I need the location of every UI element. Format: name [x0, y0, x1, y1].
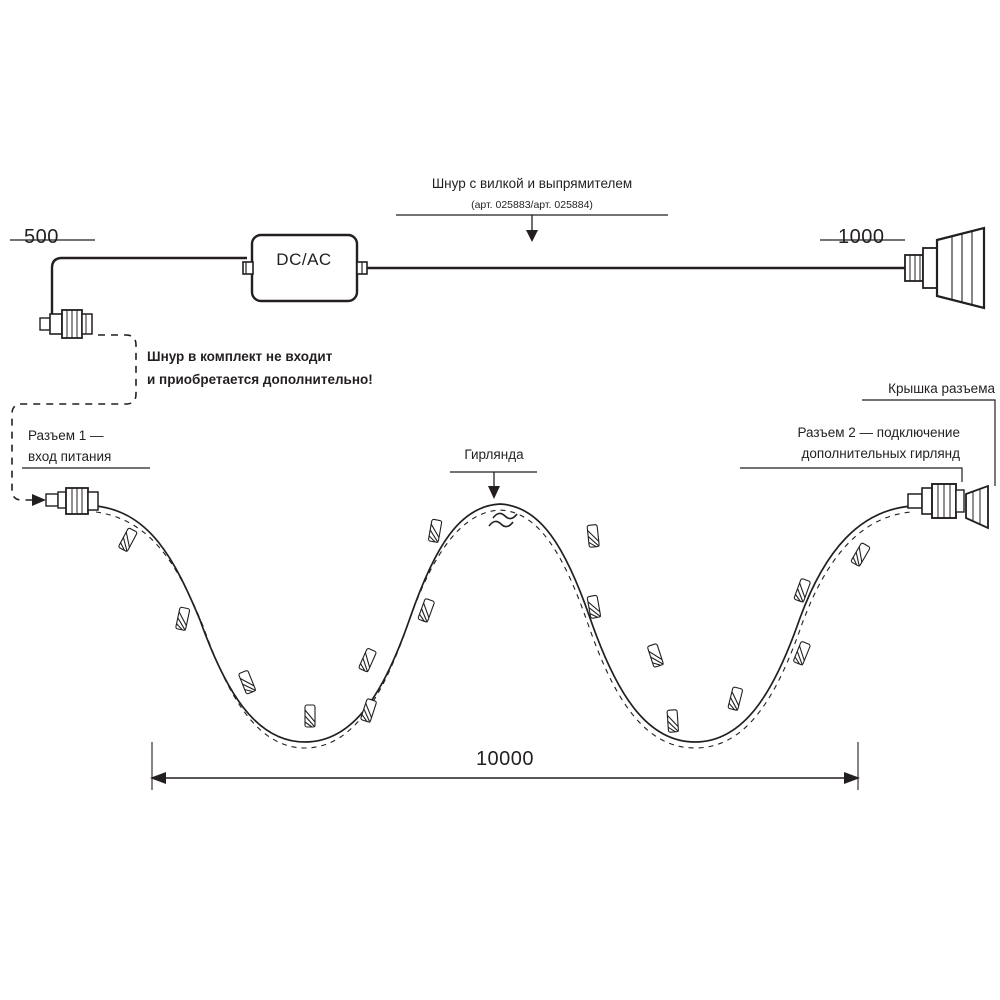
connector2-label-line2: дополнительных гирлянд [801, 446, 960, 461]
transformer-label: DC/AC [276, 250, 332, 269]
led-bulbs [118, 518, 871, 733]
top-power-cord [50, 256, 905, 330]
optional-cord-dashed-path [11, 334, 137, 506]
wire-break-marks [488, 512, 518, 528]
connector1-label-line2: вход питания [28, 449, 112, 464]
not-included-line2: и приобретается дополнительно! [147, 372, 373, 387]
left-cable-connector-icon [39, 309, 93, 339]
garland-leader [450, 471, 537, 499]
dimension-label-1000: 1000 [838, 226, 885, 248]
connector-2-icon [907, 483, 965, 519]
garland-label: Гирлянда [464, 447, 524, 462]
cord-note-line1: Шнур с вилкой и выпрямителем [431, 176, 633, 191]
dimension-label-500: 500 [24, 226, 59, 248]
transformer-box [242, 233, 368, 303]
cap-leader [862, 399, 996, 486]
dimension-10000 [150, 742, 860, 790]
cord-note-line2: (арт. 025883/арт. 025884) [471, 199, 593, 211]
dimension-label-10000: 10000 [475, 748, 535, 770]
cap-label: Крышка разъема [888, 381, 995, 396]
connector2-label-line1: Разъем 2 — подключение [797, 425, 960, 440]
connector-cap-icon [965, 484, 989, 530]
connector-1-icon [45, 487, 99, 515]
connector2-leader [740, 467, 963, 482]
left-cable [50, 256, 247, 330]
mains-plug-icon [904, 226, 986, 310]
garland-wire [95, 503, 913, 749]
not-included-line1: Шнур в комплект не входит [147, 349, 333, 364]
cord-note-leader [396, 214, 668, 242]
connector1-label-line1: Разъем 1 — [28, 428, 104, 443]
